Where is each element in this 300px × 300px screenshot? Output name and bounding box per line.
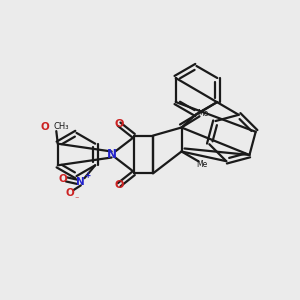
- Text: O: O: [114, 119, 124, 129]
- Text: Me: Me: [197, 109, 208, 118]
- Text: O: O: [58, 174, 67, 184]
- Text: O: O: [40, 122, 49, 132]
- Text: ⁻: ⁻: [75, 194, 79, 203]
- Text: CH₃: CH₃: [53, 122, 68, 131]
- Text: O: O: [114, 180, 124, 190]
- Text: N: N: [76, 177, 85, 187]
- Text: O: O: [66, 188, 75, 198]
- Text: Me: Me: [196, 160, 207, 169]
- Text: N: N: [106, 148, 117, 161]
- Text: +: +: [84, 171, 91, 180]
